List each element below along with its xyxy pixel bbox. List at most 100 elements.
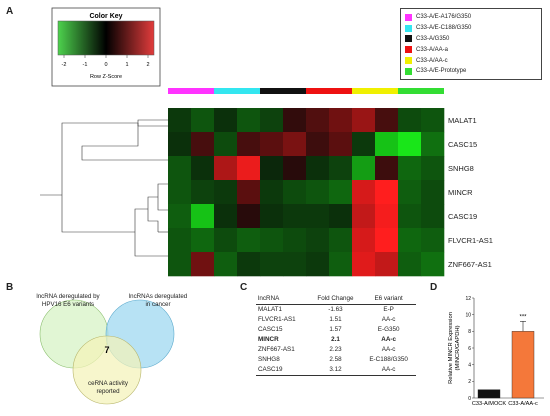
x-tick-label: C33-A/AA-c <box>508 401 538 407</box>
color-key-tick-label: -2 <box>62 62 67 68</box>
legend-label: C33-A/G350 <box>416 35 450 42</box>
dendro-snhg8 <box>81 123 168 161</box>
heatmap-cell <box>237 180 261 205</box>
heatmap-row-label: FLVCR1-AS1 <box>448 236 493 245</box>
heatmap-cell <box>283 204 307 229</box>
heatmap-cell <box>398 252 422 277</box>
legend-entry: C33-A/E-C188/G350 <box>405 23 537 34</box>
heatmap-cell <box>375 156 399 181</box>
y-tick-label: 2 <box>468 379 471 385</box>
heatmap-cell <box>260 204 284 229</box>
panel-label-c: C <box>240 282 248 293</box>
legend-swatch <box>405 35 412 43</box>
heatmap-cell <box>283 180 307 205</box>
heatmap-cell <box>329 156 353 181</box>
table-cell-fold: 2.23 <box>329 346 342 354</box>
table-cell-lncrna: CASC19 <box>256 364 310 376</box>
lncrna-table: lncRNA Fold Change E6 variant MALAT1 -1.6… <box>256 294 416 376</box>
table-cell-fold: 3.12 <box>309 364 362 376</box>
heatmap-cell <box>237 156 261 181</box>
group-legend: C33-A/E-A176/G350 C33-A/E-C188/G350 C33-A/… <box>400 8 542 80</box>
heatmap-cell <box>329 252 353 277</box>
table-cell-lncrna: SNHG8 <box>258 356 280 364</box>
heatmap-cell <box>352 132 376 157</box>
legend-entry: C33-A/AA-a <box>405 44 537 55</box>
heatmap-cell <box>421 132 445 157</box>
heatmap-cell <box>283 228 307 253</box>
dendro-mid <box>147 196 159 232</box>
heatmap-cell <box>352 180 376 205</box>
panel-label-b: B <box>6 282 14 293</box>
y-tick-label: 8 <box>468 329 471 335</box>
heatmap-cell <box>237 204 261 229</box>
heatmap-cell <box>421 228 445 253</box>
heatmap-cell <box>329 108 353 133</box>
heatmap-cell <box>352 204 376 229</box>
heatmap-cell <box>168 228 192 253</box>
venn-label-e6-variants: lncRNA deregulated by HPV16 E6 variants <box>36 293 100 308</box>
heatmap-cell <box>329 132 353 157</box>
heatmap-cell <box>306 252 330 277</box>
table-row: FLVCR1-AS1 1.51 AA-c <box>256 315 416 325</box>
color-key-tick-label: 2 <box>146 62 149 68</box>
heatmap-cell <box>352 108 376 133</box>
table-cell-variant: E-P <box>383 306 394 314</box>
color-key-ticks: -2 -1 0 1 2 <box>62 55 150 68</box>
heatmap-row-label: MINCR <box>448 188 473 197</box>
dendro-bottom-branch <box>61 210 135 233</box>
legend-swatch <box>405 46 412 54</box>
heatmap-cell <box>352 228 376 253</box>
heatmap-cell <box>375 132 399 157</box>
heatmap-cell <box>283 156 307 181</box>
heatmap-cell <box>421 252 445 277</box>
heatmap-row-label: MALAT1 <box>448 116 477 125</box>
table-cell-fold: 1.57 <box>329 326 342 334</box>
heatmap-cell <box>191 204 215 229</box>
legend-swatch <box>405 57 412 65</box>
table-header-e6-variant: E6 variant <box>361 294 416 305</box>
legend-entry: C33-A/G350 <box>405 34 537 45</box>
heatmap-cell <box>191 108 215 133</box>
heatmap-cell <box>306 180 330 205</box>
heatmap-cell <box>237 252 261 277</box>
legend-label: C33-A/AA-c <box>416 57 448 64</box>
column-group-bar <box>168 88 214 94</box>
table-cell-fold: -1.63 <box>328 306 343 314</box>
bar <box>477 389 501 399</box>
heatmap-cell <box>168 180 192 205</box>
y-tick-label: 4 <box>468 362 471 368</box>
dendro-malat-casc15 <box>137 119 168 127</box>
heatmap-cell <box>237 108 261 133</box>
heatmap-cell <box>306 228 330 253</box>
heatmap-cell <box>214 156 238 181</box>
heatmap-cell <box>191 180 215 205</box>
heatmap-cell <box>329 204 353 229</box>
panel-label-d: D <box>430 282 438 293</box>
y-tick-label: 10 <box>465 312 471 318</box>
heatmap-cell <box>260 132 284 157</box>
heatmap-cell <box>191 156 215 181</box>
table-cell-lncrna: MINCR <box>258 336 279 344</box>
heatmap-cell <box>283 132 307 157</box>
heatmap-cell <box>352 252 376 277</box>
dendro-top-branch <box>61 122 138 210</box>
heatmap-cell <box>214 180 238 205</box>
heatmap-row-label: ZNF667-AS1 <box>448 260 492 269</box>
table-cell-fold: 1.51 <box>329 316 342 324</box>
heatmap-cell <box>398 228 422 253</box>
heatmap-cell <box>352 156 376 181</box>
table-body: MALAT1 -1.63 E-P FLVCR1-AS1 1.51 AA-c CASC15 1.… <box>256 305 416 376</box>
heatmap-cell <box>214 108 238 133</box>
heatmap-cell <box>260 156 284 181</box>
table-cell-variant: AA-c <box>381 346 396 354</box>
table-cell-fold: 2.58 <box>329 356 342 364</box>
heatmap-cell <box>398 108 422 133</box>
color-key-tick-label: 1 <box>125 62 128 68</box>
heatmap-cell <box>237 228 261 253</box>
heatmap-cell <box>329 180 353 205</box>
heatmap-cell <box>191 252 215 277</box>
heatmap-cell <box>306 132 330 157</box>
heatmap-cell <box>214 252 238 277</box>
heatmap-cell <box>260 252 284 277</box>
heatmap-row-label: CASC19 <box>448 212 478 221</box>
